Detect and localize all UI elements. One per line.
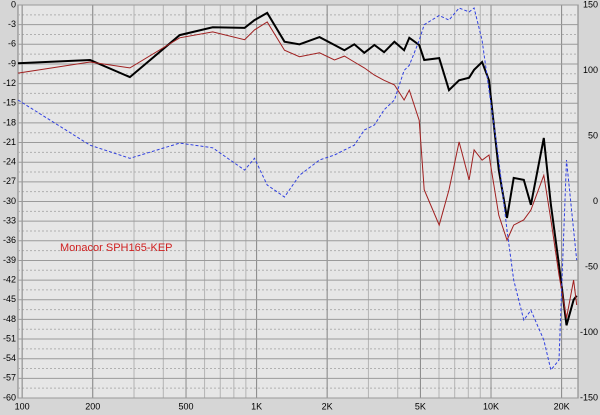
y-tick-label: -15 (3, 98, 16, 108)
y-tick-label: -18 (3, 117, 16, 127)
y2-tick-label: 50 (588, 130, 598, 140)
y-tick-label: -60 (3, 392, 16, 402)
series-line (17, 11, 578, 326)
annotation: Monacor SPH165-KEP (60, 242, 173, 254)
y-tick-label: -54 (3, 353, 16, 363)
x-tick-label: 20K (554, 401, 570, 411)
series-line (17, 21, 578, 319)
y-tick-label: -39 (3, 255, 16, 265)
y2-tick-label: -50 (585, 261, 598, 271)
y-tick-label: -57 (3, 373, 16, 383)
y-tick-label: -30 (3, 196, 16, 206)
y2-tick-label: 150 (583, 0, 598, 9)
y-tick-label: -6 (8, 39, 16, 49)
y2-tick-label: 100 (583, 65, 598, 75)
x-tick-label: 5K (415, 401, 426, 411)
x-tick-label: 10K (483, 401, 499, 411)
x-tick-label: 2K (322, 401, 333, 411)
y-tick-label: -24 (3, 157, 16, 167)
y-tick-label: -36 (3, 235, 16, 245)
x-tick-label: 1K (251, 401, 262, 411)
y-tick-label: -27 (3, 176, 16, 186)
y-tick-label: -48 (3, 314, 16, 324)
y-tick-label: -12 (3, 78, 16, 88)
y-tick-label: -21 (3, 137, 16, 147)
y2-tick-label: 0 (593, 196, 598, 206)
y2-tick-label: -150 (580, 392, 598, 402)
y-tick-label: -42 (3, 274, 16, 284)
y2-tick-label: -100 (580, 327, 598, 337)
series-line (17, 7, 578, 372)
y-tick-label: -9 (8, 58, 16, 68)
x-tick-label: 200 (85, 401, 100, 411)
y-tick-label: -51 (3, 333, 16, 343)
y-tick-label: -3 (8, 19, 16, 29)
y-tick-label: -33 (3, 216, 16, 226)
y-tick-label: -45 (3, 294, 16, 304)
x-tick-label: 100 (15, 401, 30, 411)
x-tick-label: 500 (178, 401, 193, 411)
y-tick-label: 0 (11, 0, 16, 9)
